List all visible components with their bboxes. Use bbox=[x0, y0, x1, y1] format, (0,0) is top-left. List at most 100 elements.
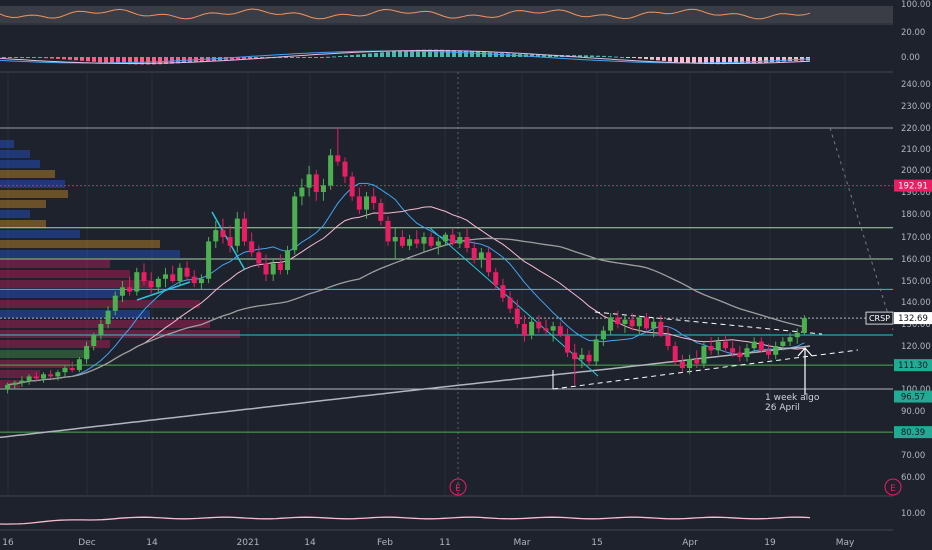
time-axis[interactable]: 16 Dec 14 2021 14 Feb 11 Mar 15 Apr 19 May bbox=[2, 538, 855, 548]
price-axis-label: 200.00 bbox=[901, 166, 931, 176]
macd-bar bbox=[470, 51, 474, 57]
candle-body bbox=[249, 241, 255, 253]
candle-body bbox=[163, 274, 169, 279]
macd-bar bbox=[146, 57, 150, 65]
volume-profile-bar bbox=[0, 170, 55, 178]
candle-body bbox=[12, 382, 18, 385]
candle-body bbox=[694, 359, 700, 364]
earnings-marker[interactable] bbox=[449, 478, 467, 496]
macd-bar bbox=[476, 51, 480, 57]
macd-bar bbox=[686, 57, 690, 63]
candle-body bbox=[543, 328, 549, 331]
macd-bar bbox=[302, 57, 306, 58]
volume-profile-bar bbox=[0, 200, 46, 208]
candle-body bbox=[536, 321, 542, 329]
macd-bar bbox=[326, 56, 330, 58]
macd-bar bbox=[344, 55, 348, 57]
macd-bar bbox=[290, 57, 294, 58]
symbol-badge bbox=[865, 311, 894, 325]
macd-bar bbox=[536, 54, 540, 57]
candle-body bbox=[263, 263, 269, 275]
trendline bbox=[136, 281, 191, 301]
candle-body bbox=[328, 155, 334, 186]
time-axis-label: 14 bbox=[146, 538, 158, 548]
price-axis-label: 140.00 bbox=[901, 298, 931, 308]
ma-fast bbox=[7, 182, 805, 386]
macd-bar bbox=[590, 55, 594, 57]
macd-bar bbox=[296, 57, 300, 58]
candle-body bbox=[177, 267, 183, 281]
volume-profile-bar bbox=[0, 270, 130, 278]
wedge-lower bbox=[552, 349, 859, 390]
candle-body bbox=[378, 203, 384, 221]
macd-bar bbox=[2, 57, 6, 58]
candle-body bbox=[715, 341, 721, 351]
macd-bar bbox=[116, 57, 120, 64]
macd-bar bbox=[8, 57, 12, 58]
volume-profile-bar bbox=[0, 300, 200, 308]
candle-body bbox=[593, 339, 599, 362]
price-axis-label: 180.00 bbox=[901, 210, 931, 220]
annotation-line-2: 26 April bbox=[765, 403, 800, 413]
price-axis-label: 130.00 bbox=[901, 320, 931, 330]
macd-bar bbox=[632, 57, 636, 58]
macd-bar bbox=[776, 57, 780, 62]
candle-body bbox=[737, 352, 743, 357]
candle-body bbox=[435, 241, 441, 246]
volume-profile-bar bbox=[0, 210, 30, 218]
macd-bar bbox=[338, 56, 342, 58]
volume-profile-bar bbox=[0, 290, 120, 298]
macd-bar bbox=[428, 49, 432, 57]
macd-bar bbox=[50, 57, 54, 59]
candle-body bbox=[794, 332, 800, 338]
candle-body bbox=[665, 335, 671, 346]
earnings-marker[interactable] bbox=[884, 478, 902, 496]
macd-bar bbox=[734, 57, 738, 64]
macd-bar bbox=[530, 54, 534, 57]
macd-bar bbox=[68, 57, 72, 60]
candle-body bbox=[687, 359, 693, 368]
price-axis-label: 90.00 bbox=[901, 407, 925, 417]
price-axis-label: 220.00 bbox=[901, 124, 931, 134]
candle-body bbox=[385, 220, 391, 242]
candle-body bbox=[349, 176, 355, 197]
price-badge-label: 111.30 bbox=[898, 361, 928, 371]
macd-bar bbox=[416, 49, 420, 57]
volume-profile-bar bbox=[0, 350, 90, 358]
macd-bar bbox=[32, 57, 36, 58]
macd-bar bbox=[656, 57, 660, 61]
macd-bar bbox=[134, 57, 138, 65]
candle-body bbox=[198, 278, 204, 284]
wedge-upper bbox=[594, 311, 823, 335]
price-axis-label: 120.00 bbox=[901, 342, 931, 352]
candle-body bbox=[529, 321, 535, 335]
macd-bar bbox=[362, 53, 366, 57]
macd-bar bbox=[410, 50, 414, 57]
candle-body bbox=[155, 278, 161, 288]
candle-body bbox=[299, 187, 305, 197]
candle-body bbox=[586, 354, 592, 362]
earnings-markers[interactable]: E E bbox=[449, 478, 902, 496]
projection-line bbox=[829, 127, 894, 331]
price-axis-label: 190.00 bbox=[901, 188, 931, 198]
candle-body bbox=[227, 237, 233, 246]
candle-body bbox=[184, 267, 190, 277]
candle-body bbox=[335, 155, 341, 162]
candle-body bbox=[40, 374, 46, 379]
macd-bar bbox=[644, 57, 648, 60]
price-axis-label: 160.00 bbox=[901, 255, 931, 265]
macd-bar bbox=[128, 57, 132, 65]
candle-body bbox=[600, 330, 606, 340]
candle-body bbox=[356, 196, 362, 210]
candle-body bbox=[478, 252, 484, 259]
macd-bar bbox=[668, 57, 672, 62]
macd-bar bbox=[386, 51, 390, 57]
candle-body bbox=[313, 174, 319, 192]
candle-body bbox=[148, 281, 154, 288]
time-axis-label: 15 bbox=[591, 538, 602, 548]
macd-bar bbox=[452, 50, 456, 57]
macd-bar bbox=[554, 54, 558, 57]
macd-bar bbox=[242, 57, 246, 59]
candle-body bbox=[471, 248, 477, 259]
